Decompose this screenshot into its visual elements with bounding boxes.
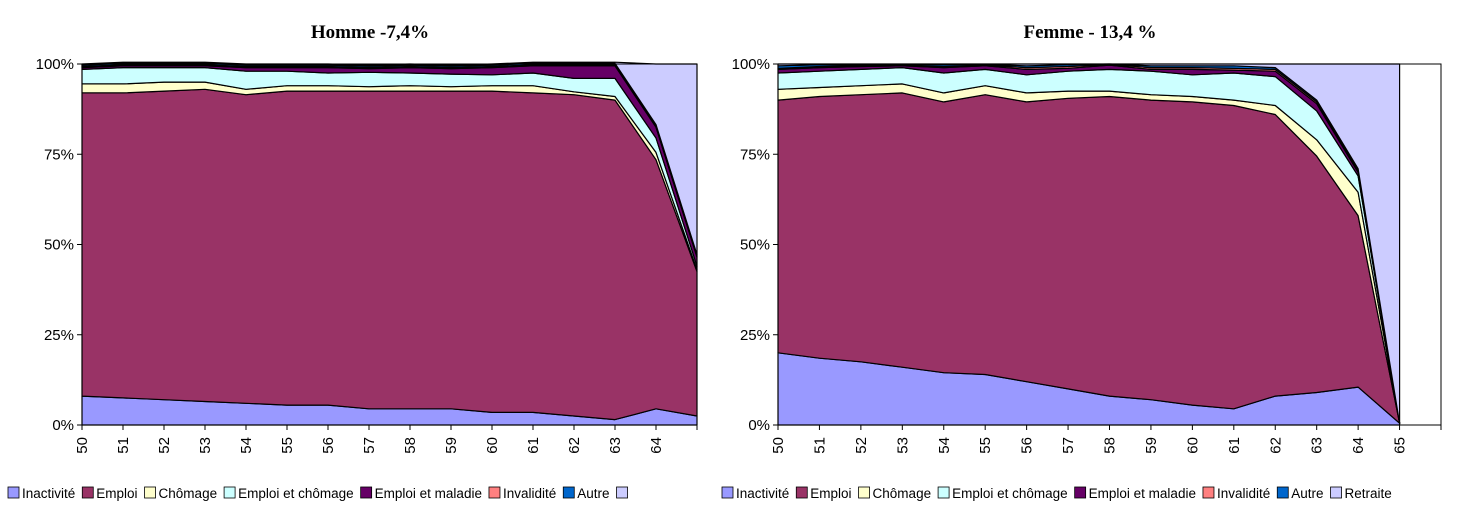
y-tick-label: 0%	[748, 417, 770, 434]
legend-swatch	[144, 486, 156, 499]
x-tick-label: 55	[977, 437, 994, 454]
legend-swatch	[488, 486, 501, 499]
legend-label: Autre	[577, 486, 609, 501]
x-tick-label: 52	[853, 437, 870, 454]
y-tick-label: 50%	[740, 237, 770, 254]
x-tick-label: 62	[566, 437, 583, 454]
legend-label: Inactivité	[736, 486, 789, 501]
y-tick-label: 100%	[732, 56, 770, 73]
chart-1: Homme -7,4% 0% 25% 50% 75% 100% 50 51 52 53 54 55 56…	[7, 22, 698, 501]
legend-swatch	[81, 486, 94, 499]
x-tick-label: 61	[1226, 437, 1243, 454]
x-tick-label: 64	[648, 437, 665, 454]
x-tick-label: 51	[811, 437, 828, 454]
x-tick-label: 58	[1102, 437, 1119, 454]
legend-label: Emploi	[96, 486, 137, 501]
x-tick-label: 63	[1309, 437, 1326, 454]
legend-swatch	[1202, 486, 1215, 499]
legend-label: Emploi et chômage	[952, 486, 1068, 501]
x-tick-label: 58	[402, 437, 419, 454]
legend-label: Retraite	[1345, 486, 1392, 501]
legend-label: Chômage	[873, 486, 932, 501]
y-tick-label: 100%	[36, 56, 74, 73]
x-tick-label: 59	[1143, 437, 1160, 454]
legend-swatch	[795, 486, 808, 499]
y-tick-label: 25%	[44, 327, 74, 344]
area-series-2	[81, 88, 698, 421]
legend-swatch	[858, 486, 870, 499]
x-tick-label: 57	[1060, 437, 1077, 454]
legend-label: Emploi et maladie	[1089, 486, 1196, 501]
x-tick-label: 50	[770, 437, 787, 454]
legend-swatch	[360, 486, 373, 499]
x-tick-label: 56	[320, 437, 337, 454]
chart-title: Femme - 13,4 %	[1024, 22, 1157, 43]
legend-swatch	[721, 486, 734, 499]
x-tick-label: 65	[1392, 437, 1409, 454]
y-tick-label: 75%	[44, 146, 74, 163]
x-tick-label: 55	[279, 437, 296, 454]
x-tick-label: 57	[361, 437, 378, 454]
x-tick-label: 53	[894, 437, 911, 454]
y-tick-label: 50%	[44, 237, 74, 254]
legend-label: Autre	[1291, 486, 1323, 501]
legend-label: Emploi et chômage	[238, 486, 354, 501]
legend-swatch	[223, 486, 236, 499]
legend-swatch	[616, 486, 628, 499]
x-tick-label: 53	[197, 437, 214, 454]
chart-2: Femme - 13,4 % 0% 25% 50% 75% 100% 50 51 52 53 54 5…	[721, 22, 1442, 501]
legend-swatch	[562, 486, 575, 499]
legend-label: Emploi	[810, 486, 851, 501]
x-tick-label: 50	[74, 437, 91, 454]
legend-label: Inactivité	[22, 486, 75, 501]
legend-swatch	[1276, 486, 1289, 499]
legend-label: Invalidité	[1217, 486, 1270, 501]
x-tick-label: 62	[1267, 437, 1284, 454]
y-tick-label: 75%	[740, 146, 770, 163]
y-tick-label: 0%	[52, 417, 74, 434]
x-tick-label: 56	[1019, 437, 1036, 454]
x-tick-label: 60	[484, 437, 501, 454]
x-tick-label: 59	[443, 437, 460, 454]
y-tick-label: 25%	[740, 327, 770, 344]
chart-title: Homme -7,4%	[311, 22, 429, 43]
x-tick-label: 52	[156, 437, 173, 454]
x-tick-label: 63	[607, 437, 624, 454]
legend-swatch	[937, 486, 950, 499]
x-tick-label: 54	[238, 437, 255, 454]
legend-label: Chômage	[159, 486, 218, 501]
legend-label: Invalidité	[503, 486, 556, 501]
legend-label: Emploi et maladie	[375, 486, 482, 501]
x-tick-label: 51	[115, 437, 132, 454]
legend-swatch	[7, 486, 20, 499]
legend-swatch	[1330, 486, 1342, 499]
x-tick-label: 61	[525, 437, 542, 454]
x-tick-label: 60	[1184, 437, 1201, 454]
x-tick-label: 64	[1350, 437, 1367, 454]
x-tick-label: 54	[936, 437, 953, 454]
legend-swatch	[1074, 486, 1087, 499]
